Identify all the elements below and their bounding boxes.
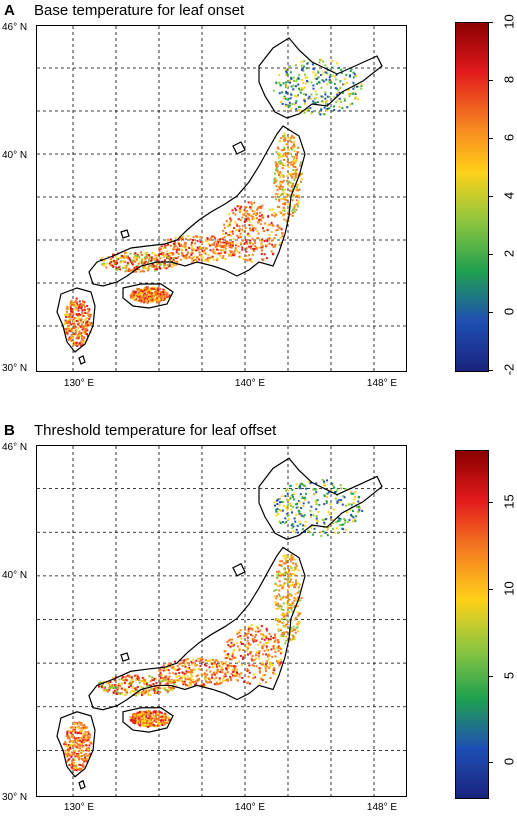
colorbar-tick-label: 4 [501, 191, 517, 200]
colorbar-tick-label: 6 [501, 133, 517, 142]
colorbar-tick-label: 10 [501, 14, 517, 29]
colorbar-tick-mark [488, 675, 493, 677]
panel-title: Threshold temperature for leaf offset [34, 422, 277, 439]
colorbar-tick-mark [488, 196, 493, 197]
colorbar-tick-mark [488, 254, 493, 255]
colorbar-tick-label: 0 [501, 307, 517, 316]
temperature-pixels [63, 478, 364, 772]
colorbar-tick-label: 0 [501, 758, 517, 766]
map-japan-a [36, 25, 407, 372]
lon-label-130: 130° E [63, 802, 95, 813]
colorbar-tick-mark [488, 312, 493, 313]
colorbar-tick-label: 10 [501, 581, 517, 596]
lon-label-140: 140° E [234, 802, 266, 813]
coastline [56, 37, 383, 365]
coastline [56, 457, 383, 790]
colorbar-tick-label: -2 [501, 363, 517, 376]
lat-label-30: 30° N [2, 363, 28, 374]
colorbar-tick-mark [488, 370, 493, 371]
japan-map-svg [37, 446, 406, 796]
temperature-pixels [63, 58, 363, 347]
lat-label-40: 40° N [2, 150, 28, 161]
lat-label-30: 30° N [2, 792, 28, 803]
colorbar-tick-mark [488, 588, 493, 590]
colorbar-tick-mark [488, 138, 493, 139]
panel-title: Base temperature for leaf onset [34, 2, 245, 19]
colorbar-tick-mark [488, 22, 493, 23]
colorbar-tick-mark [488, 762, 493, 764]
japan-map-svg [37, 26, 406, 371]
lon-label-140: 140° E [234, 378, 266, 389]
grid-lines [37, 446, 406, 796]
colorbar-tick-mark [488, 502, 493, 504]
colorbar-b [455, 450, 489, 799]
lon-label-148: 148° E [366, 802, 398, 813]
lat-label-46: 46° N [2, 22, 28, 33]
panel-letter: A [4, 2, 15, 19]
colorbar-tick-label: 15 [501, 494, 517, 509]
colorbar-tick-label: 8 [501, 75, 517, 84]
lat-label-46: 46° N [2, 442, 28, 453]
grid-lines [37, 26, 406, 371]
panel-letter: B [4, 422, 15, 439]
lon-label-130: 130° E [63, 378, 95, 389]
panel-b: B Threshold temperature for leaf offset … [0, 420, 517, 820]
colorbar-a [455, 22, 489, 372]
colorbar-tick-label: 2 [501, 249, 517, 258]
colorbar-tick-mark [488, 80, 493, 81]
panel-a: A Base temperature for leaf onset 46° N … [0, 0, 517, 400]
colorbar-tick-label: 5 [501, 671, 517, 679]
lon-label-148: 148° E [366, 378, 398, 389]
map-japan-b [36, 445, 407, 797]
lat-label-40: 40° N [2, 570, 28, 581]
